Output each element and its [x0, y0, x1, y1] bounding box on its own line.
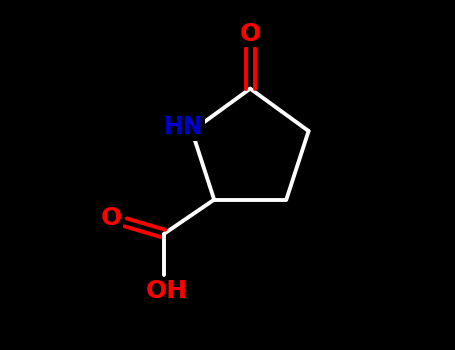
Text: HN: HN [164, 116, 203, 139]
Text: O: O [101, 206, 121, 230]
Text: OH: OH [145, 279, 187, 302]
Text: O: O [240, 22, 261, 46]
